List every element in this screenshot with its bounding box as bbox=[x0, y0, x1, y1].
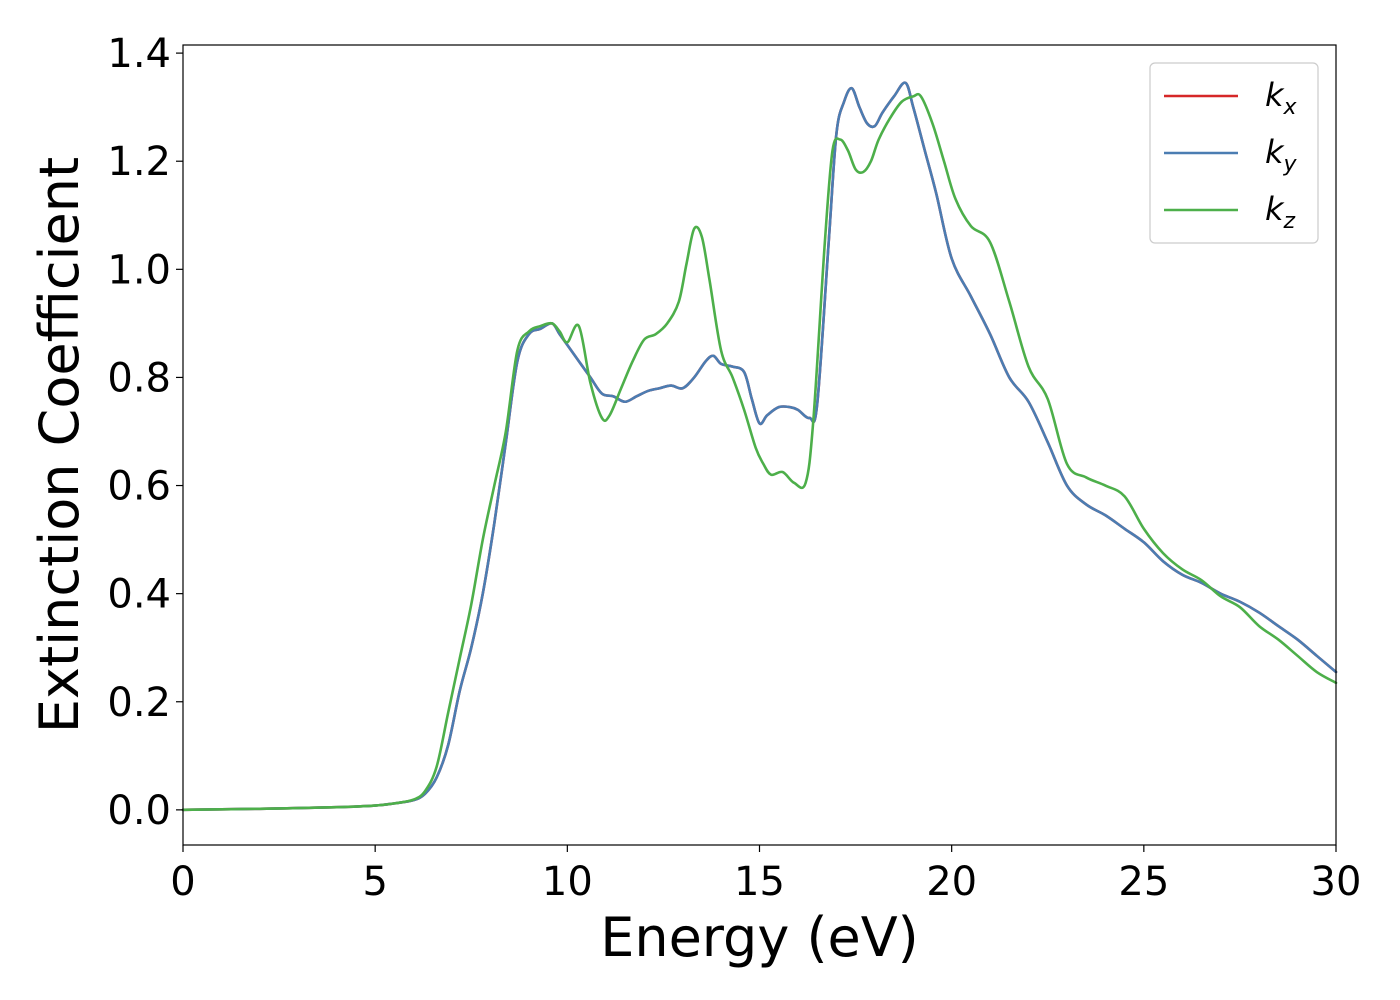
x-tick-label: 10 bbox=[542, 859, 593, 905]
x-tick-label: 0 bbox=[170, 859, 195, 905]
x-axis-ticks: 0 5 10 15 20 25 30 bbox=[170, 845, 1361, 905]
y-tick-label: 0.2 bbox=[107, 680, 171, 726]
legend-label-subscript: z bbox=[1283, 209, 1296, 234]
series-line-kz bbox=[181, 92, 1338, 812]
y-tick-label: 0.0 bbox=[107, 788, 171, 834]
y-tick-label: 1.0 bbox=[107, 247, 171, 293]
legend-label-ky: ky bbox=[1265, 133, 1298, 177]
y-tick-label: 1.2 bbox=[107, 139, 171, 185]
y-tick-label: 0.8 bbox=[107, 355, 171, 401]
y-tick-label: 1.4 bbox=[107, 31, 171, 77]
legend-label-kz: kz bbox=[1265, 190, 1296, 234]
legend-label-kx: kx bbox=[1265, 76, 1298, 120]
x-tick-label: 15 bbox=[734, 859, 785, 905]
legend-label-subscript: x bbox=[1283, 95, 1298, 120]
y-axis-ticks: 0.0 0.2 0.4 0.6 0.8 1.0 1.2 1.4 bbox=[107, 31, 183, 834]
legend-label-subscript: y bbox=[1283, 152, 1298, 177]
x-tick-label: 25 bbox=[1118, 859, 1169, 905]
legend-label-main: k bbox=[1265, 76, 1285, 114]
x-tick-label: 30 bbox=[1311, 859, 1362, 905]
y-axis-title: Extinction Coefficient bbox=[28, 157, 91, 733]
series-layer bbox=[181, 81, 1338, 812]
x-axis-title: Energy (eV) bbox=[600, 906, 919, 969]
y-tick-label: 0.4 bbox=[107, 572, 171, 618]
legend-label-main: k bbox=[1265, 133, 1285, 171]
legend-label-main: k bbox=[1265, 190, 1285, 228]
series-line-ky bbox=[181, 81, 1338, 812]
x-tick-label: 5 bbox=[362, 859, 387, 905]
x-tick-label: 20 bbox=[926, 859, 977, 905]
y-tick-label: 0.6 bbox=[107, 464, 171, 510]
